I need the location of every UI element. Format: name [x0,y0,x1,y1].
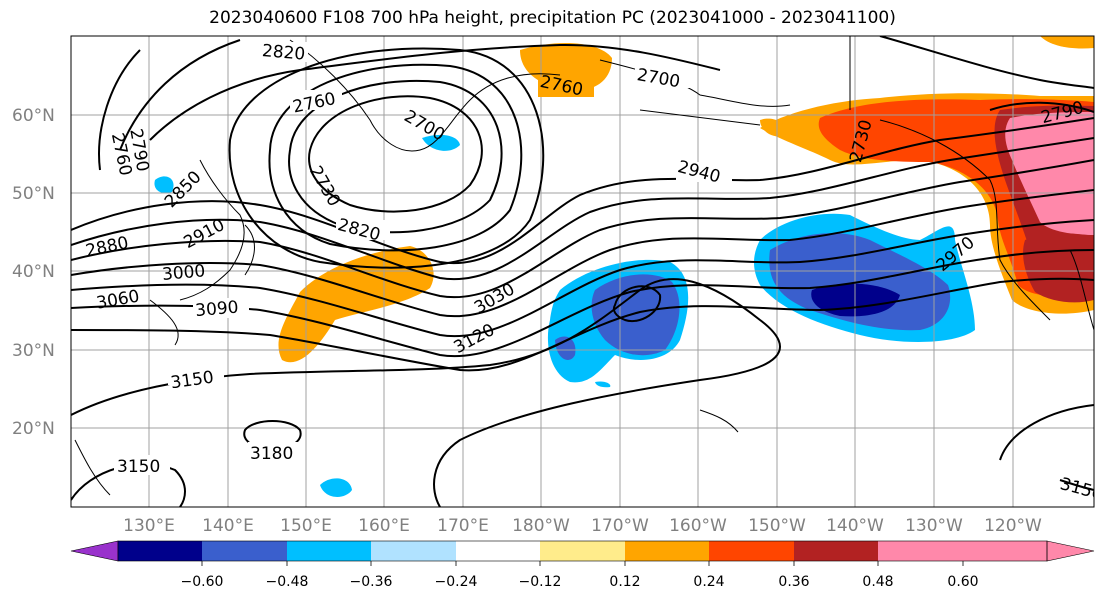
colorbar-tick-label: 0.48 [862,574,893,590]
lon-label: 160°E [358,516,410,536]
contour-label: 3150 [117,457,160,477]
map-frame [70,35,1095,508]
colorbar: −0.60 −0.48 −0.36 −0.24 −0.12 0.12 0.24 … [70,540,1095,590]
colorbar-segment [540,541,625,561]
colorbar-tick-label: −0.48 [266,574,309,590]
colorbar-segment [794,541,878,561]
colorbar-segment [287,541,371,561]
colorbar-segment [878,541,963,561]
contour-label: 3000 [161,261,206,285]
lon-label: 170°E [437,516,489,536]
colorbar-segment [202,541,287,561]
lat-label: 20°N [12,419,55,439]
contour-label: 3090 [194,297,239,321]
lon-label: 180°W [512,516,570,536]
colorbar-tick-label: −0.60 [181,574,224,590]
contour-label-group: 2820 2760 2700 2760 2790 2760 2850 2910 … [84,41,1094,505]
colorbar-tick-label: 0.12 [609,574,640,590]
colorbar-left-extension [70,540,119,562]
lon-label: 140°W [826,516,884,536]
lon-label: 150°E [280,516,332,536]
lon-label: 130°E [123,516,175,536]
lon-label: 130°W [905,516,963,536]
colorbar-right-extension [1046,540,1095,562]
lat-label: 60°N [12,106,55,126]
colorbar-tick-label: 0.36 [778,574,809,590]
colorbar-segment [456,541,540,561]
colorbar-tick-label: 0.24 [693,574,724,590]
lon-label: 120°W [984,516,1042,536]
colorbar-tick-label: 0.60 [947,574,978,590]
contour-label: 3180 [250,444,293,464]
latitude-labels: 60°N 50°N 40°N 30°N 20°N [12,106,55,439]
colorbar-tick-label: −0.36 [350,574,393,590]
colorbar-segment [371,541,456,561]
map-title: 2023040600 F108 700 hPa height, precipit… [209,8,896,28]
lat-label: 30°N [12,341,55,361]
colorbar-tick-label: −0.24 [435,574,478,590]
colorbar-segment [625,541,709,561]
lat-label: 50°N [12,184,55,204]
coastlines [74,36,1094,496]
lon-label: 140°E [202,516,254,536]
colorbar-outline [117,540,1048,562]
colorbar-segment [963,541,1047,561]
height-contours [71,36,1094,507]
colorbar-segment [118,541,202,561]
lon-label: 150°W [748,516,806,536]
contour-label: 2820 [261,41,306,65]
longitude-labels: 130°E 140°E 150°E 160°E 170°E 180°W 170°… [123,516,1042,536]
lat-label: 40°N [12,262,55,282]
colorbar-segment [709,541,794,561]
lon-label: 170°W [591,516,649,536]
lon-label: 160°W [669,516,727,536]
colorbar-tick-label: −0.12 [519,574,562,590]
